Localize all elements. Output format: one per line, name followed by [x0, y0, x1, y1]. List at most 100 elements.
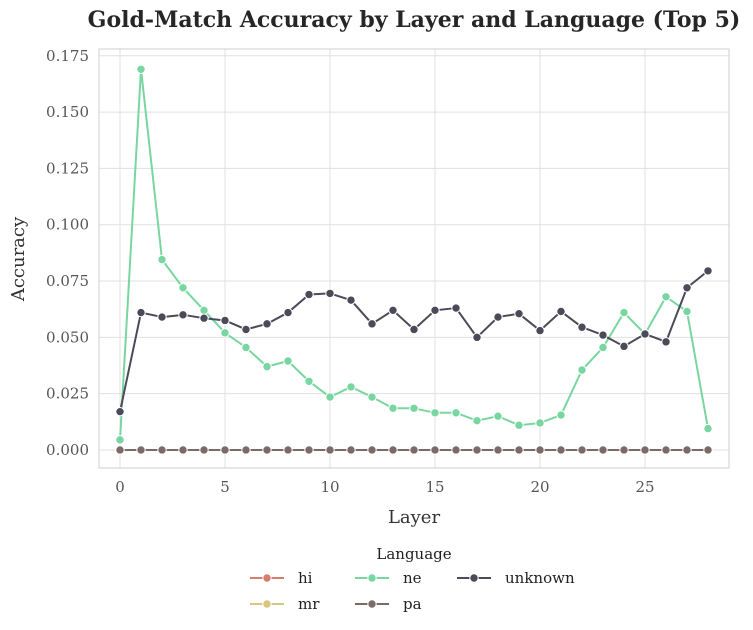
chart-title: Gold-Match Accuracy by Layer and Languag…	[88, 7, 741, 33]
data-point-unknown	[136, 307, 146, 318]
data-point-pa	[115, 445, 125, 455]
data-point-unknown	[346, 295, 356, 305]
data-point-pa	[472, 445, 482, 455]
data-point-unknown	[178, 310, 188, 320]
legend-item-unknown: unknown	[457, 569, 575, 587]
data-point-unknown	[304, 289, 314, 300]
data-point-ne	[325, 392, 335, 402]
data-point-pa	[409, 445, 419, 455]
data-point-pa	[199, 445, 209, 455]
data-point-pa	[430, 445, 440, 455]
plot-area	[98, 48, 730, 469]
data-point-ne	[661, 292, 671, 302]
data-point-unknown	[472, 332, 482, 343]
data-point-ne	[556, 410, 566, 420]
series-line-unknown	[119, 270, 709, 412]
x-tick-label: 15	[425, 478, 444, 496]
legend-swatch-marker	[367, 573, 377, 583]
data-point-unknown	[409, 324, 419, 335]
data-point-unknown	[535, 325, 545, 336]
x-tick-label: 5	[220, 478, 230, 496]
x-axis-label: Layer	[388, 507, 441, 528]
plot-frame	[98, 48, 730, 469]
data-point-unknown	[325, 288, 335, 299]
data-point-pa	[178, 445, 188, 455]
series-pa	[115, 445, 713, 455]
data-point-unknown	[619, 341, 629, 352]
data-point-pa	[535, 445, 545, 455]
legend-label: ne	[403, 569, 422, 587]
y-tick-label: 0.150	[46, 103, 89, 121]
legend-item-ne: ne	[355, 569, 422, 587]
data-point-unknown	[388, 305, 398, 316]
data-point-pa	[367, 445, 377, 455]
data-point-ne	[220, 328, 230, 338]
y-axis-ticks: 0.000 0.025 0.050 0.075 0.100 0.125 0.150 0.175	[46, 47, 89, 459]
data-point-unknown	[640, 329, 650, 339]
data-point-unknown	[220, 315, 230, 326]
grid	[99, 49, 729, 468]
data-point-unknown	[493, 312, 503, 322]
data-point-pa	[577, 445, 587, 455]
data-point-ne	[136, 64, 146, 74]
y-tick-label: 0.050	[46, 328, 89, 346]
x-tick-label: 25	[635, 478, 654, 496]
data-point-ne	[577, 365, 587, 375]
data-point-ne	[535, 418, 545, 428]
data-point-ne	[388, 403, 398, 414]
x-axis-ticks: 0 5 10 15 20 25	[115, 478, 654, 496]
data-point-pa	[157, 445, 167, 455]
data-point-unknown	[115, 406, 125, 417]
x-tick-label: 0	[115, 478, 125, 496]
data-point-ne	[493, 411, 503, 421]
data-point-pa	[640, 445, 650, 455]
data-point-pa	[556, 445, 566, 455]
legend: Language hi mr ne pa unknown	[250, 545, 575, 613]
data-point-unknown	[241, 324, 251, 335]
data-point-ne	[514, 420, 524, 430]
data-point-ne	[598, 342, 608, 353]
data-point-ne	[178, 283, 188, 293]
data-point-ne	[703, 423, 713, 434]
legend-items: hi mr ne pa unknown	[250, 569, 575, 613]
data-point-pa	[598, 445, 608, 455]
legend-swatch-marker	[469, 573, 479, 583]
data-point-pa	[346, 445, 356, 455]
data-point-unknown	[430, 305, 440, 316]
data-point-pa	[262, 445, 272, 455]
series-ne	[115, 64, 713, 445]
data-point-unknown	[556, 306, 566, 317]
data-point-ne	[157, 254, 167, 265]
data-point-unknown	[598, 330, 608, 340]
legend-item-hi: hi	[250, 569, 313, 587]
y-tick-label: 0.100	[46, 216, 89, 234]
data-point-ne	[346, 382, 356, 392]
data-point-pa	[388, 445, 398, 455]
data-point-unknown	[451, 303, 461, 313]
data-point-ne	[115, 435, 125, 445]
legend-item-mr: mr	[250, 595, 320, 613]
data-point-ne	[304, 376, 314, 386]
legend-title: Language	[376, 545, 451, 563]
legend-label: pa	[403, 595, 422, 613]
legend-label: hi	[298, 569, 313, 587]
y-tick-label: 0.175	[46, 47, 89, 65]
data-point-unknown	[682, 283, 692, 293]
data-point-pa	[241, 445, 251, 455]
y-tick-label: 0.000	[46, 441, 89, 459]
x-tick-label: 10	[320, 478, 339, 496]
y-tick-label: 0.125	[46, 159, 89, 177]
data-point-pa	[493, 445, 503, 455]
data-point-unknown	[283, 307, 293, 318]
data-point-ne	[241, 342, 251, 353]
data-point-unknown	[703, 266, 713, 276]
series-line-ne	[119, 68, 709, 440]
data-point-unknown	[157, 312, 167, 322]
data-point-ne	[619, 307, 629, 318]
y-axis-label: Accuracy	[8, 216, 29, 302]
legend-item-pa: pa	[355, 595, 422, 613]
data-point-pa	[304, 445, 314, 455]
data-point-pa	[682, 445, 692, 455]
data-point-ne	[199, 305, 209, 316]
